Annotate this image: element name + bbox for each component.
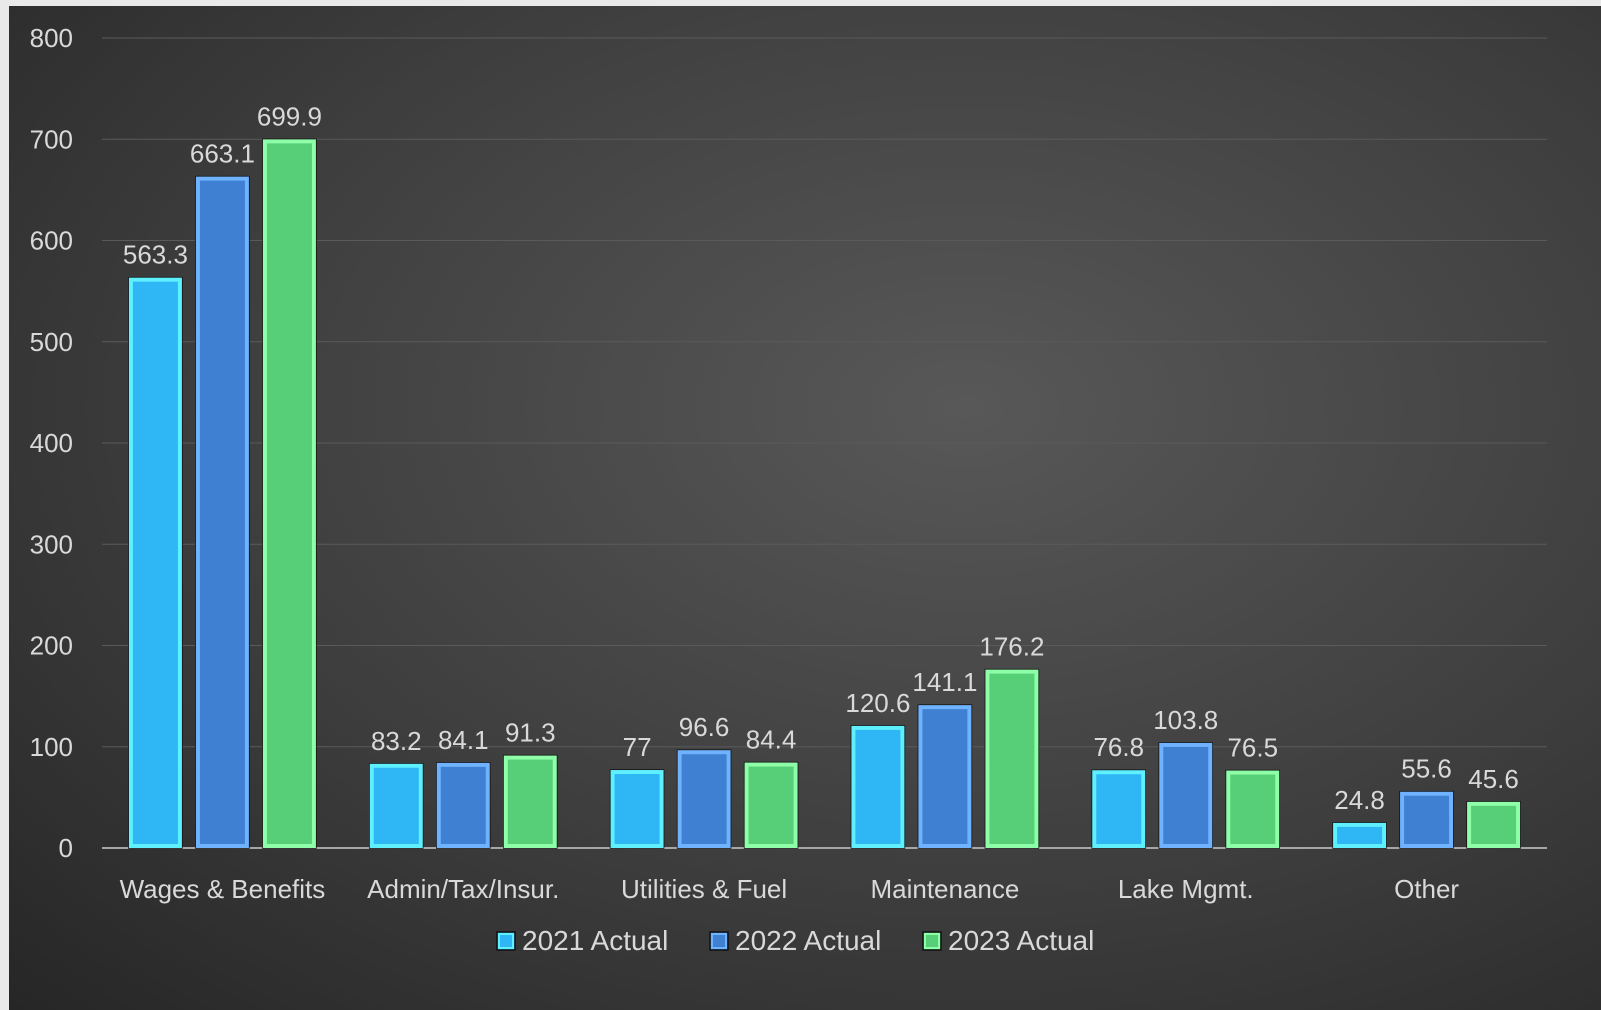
data-label: 76.5 <box>1227 733 1278 763</box>
category-label: Maintenance <box>870 874 1019 904</box>
chart-frame: 0 100 200 300 400 500 600 700 800 563.3 663.1 699.… <box>9 6 1601 1010</box>
bars <box>128 138 1521 849</box>
legend-label: 2023 Actual <box>948 925 1094 956</box>
category-label: Utilities & Fuel <box>621 874 787 904</box>
y-tick-label: 400 <box>30 428 73 458</box>
bar-bevel <box>744 762 798 848</box>
bar-bevel <box>1400 791 1454 849</box>
legend-swatch-bevel <box>711 933 727 949</box>
bar <box>1466 801 1521 849</box>
bar <box>917 704 973 849</box>
bar <box>195 175 250 849</box>
y-axis-ticks: 0 100 200 300 400 500 600 700 800 <box>30 23 73 863</box>
y-tick-label: 500 <box>30 327 73 357</box>
bar <box>503 754 558 849</box>
data-label: 76.8 <box>1093 732 1144 762</box>
legend-label: 2021 Actual <box>522 925 668 956</box>
legend-swatch <box>922 931 942 951</box>
x-axis-categories: Wages & Benefits Admin/Tax/Insur. Utilitie… <box>120 874 1460 904</box>
bar <box>1225 769 1280 849</box>
bar <box>609 769 665 849</box>
data-label: 120.6 <box>845 688 910 718</box>
bar <box>1399 790 1454 849</box>
data-label: 55.6 <box>1401 754 1452 784</box>
bar-bevel <box>262 139 316 848</box>
y-tick-label: 200 <box>30 631 73 661</box>
category-label: Wages & Benefits <box>120 874 326 904</box>
data-label: 83.2 <box>371 726 422 756</box>
legend-swatch <box>496 931 516 951</box>
data-label: 96.6 <box>679 712 730 742</box>
y-tick-label: 300 <box>30 529 73 559</box>
data-label: 84.1 <box>438 725 489 755</box>
y-tick-label: 700 <box>30 124 73 154</box>
data-label: 77 <box>623 732 652 762</box>
bar <box>850 725 906 849</box>
bar-bevel <box>1159 742 1213 849</box>
bar-bevel <box>503 755 557 849</box>
data-label: 699.9 <box>257 101 322 131</box>
category-label: Other <box>1394 874 1459 904</box>
y-tick-label: 100 <box>30 732 73 762</box>
bar-bevel <box>1226 770 1280 849</box>
legend-label: 2022 Actual <box>735 925 881 956</box>
bar-bevel <box>851 725 905 849</box>
legend: 2021 Actual 2022 Actual 2023 Actual <box>496 925 1094 956</box>
bar <box>369 763 424 849</box>
data-label: 84.4 <box>746 725 797 755</box>
y-tick-label: 800 <box>30 23 73 53</box>
bar-bevel <box>985 669 1039 848</box>
data-label: 103.8 <box>1153 705 1218 735</box>
bar <box>676 749 732 849</box>
data-label: 45.6 <box>1468 764 1519 794</box>
bar-bevel <box>195 176 249 848</box>
bar-bevel <box>918 705 972 848</box>
legend-swatch-bevel <box>498 933 514 949</box>
bar-bevel <box>1333 822 1387 849</box>
bar-bevel <box>677 750 731 849</box>
category-label: Admin/Tax/Insur. <box>367 874 559 904</box>
bar <box>1158 742 1213 849</box>
bar <box>743 761 799 849</box>
bar-bevel <box>436 762 490 849</box>
bar-bevel <box>1092 770 1146 848</box>
bar-bevel <box>369 763 423 849</box>
data-label: 663.1 <box>190 139 255 169</box>
data-label: 563.3 <box>123 240 188 270</box>
y-tick-label: 0 <box>59 833 73 863</box>
legend-swatch-bevel <box>924 933 940 949</box>
gridlines <box>102 37 1547 849</box>
bar <box>436 762 491 849</box>
bar-bevel <box>1467 801 1521 849</box>
bar-chart: 0 100 200 300 400 500 600 700 800 563.3 663.1699.… <box>30 23 1547 956</box>
data-label: 141.1 <box>912 667 977 697</box>
bar-bevel <box>610 770 664 848</box>
bar <box>262 138 317 849</box>
category-label: Lake Mgmt. <box>1118 874 1254 904</box>
data-label: 91.3 <box>505 718 556 748</box>
bar <box>1091 769 1146 849</box>
bar-bevel <box>128 277 182 848</box>
data-label: 24.8 <box>1334 785 1385 815</box>
legend-swatch <box>709 931 729 951</box>
data-label: 176.2 <box>979 632 1044 662</box>
bar <box>128 276 183 849</box>
bar <box>984 668 1040 849</box>
y-tick-label: 600 <box>30 226 73 256</box>
